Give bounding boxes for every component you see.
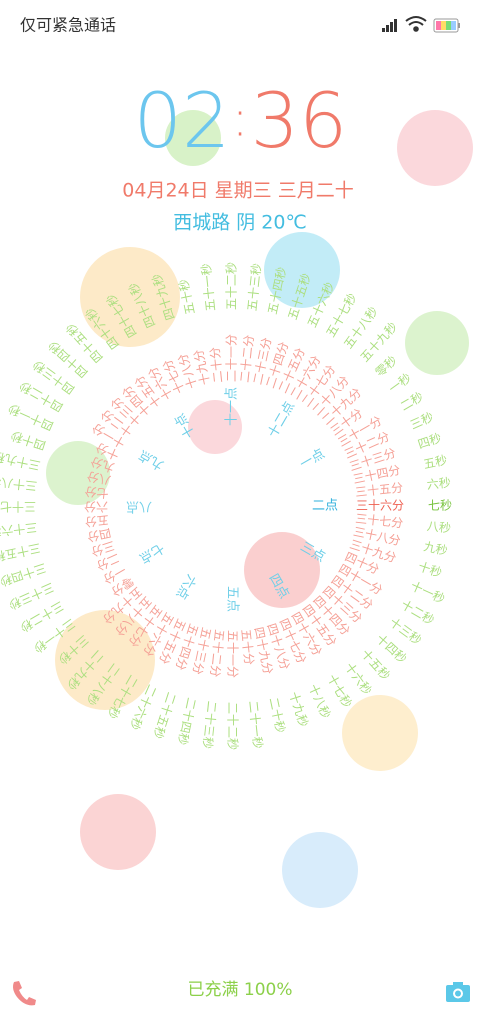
hours-label: 六点 — [172, 572, 198, 602]
bubble — [264, 232, 340, 308]
seconds-label: 二十一秒 — [246, 700, 265, 749]
seconds-label: 二十四秒 — [175, 696, 199, 746]
seconds-label: 二十三秒 — [200, 700, 219, 749]
bubble — [55, 610, 155, 710]
seconds-label: 五十二秒 — [225, 262, 239, 310]
minutes-label: 七分 — [84, 484, 109, 500]
minutes-label: 五分 — [84, 512, 109, 528]
seconds-label: 三十九秒 — [0, 449, 42, 473]
minutes-label: 五十一分 — [226, 630, 240, 678]
bubble — [46, 441, 110, 505]
seconds-label: 四十秒 — [9, 428, 48, 452]
hours-label: 十二点 — [266, 399, 298, 440]
seconds-label: 八秒 — [426, 519, 451, 535]
seconds-label: 三秒 — [408, 410, 436, 433]
minutes-label: 六分 — [84, 500, 108, 514]
seconds-label: 一秒 — [386, 371, 414, 396]
seconds-label: 五十秒 — [176, 278, 197, 316]
wifi-icon — [405, 16, 427, 32]
clock-hours: 02 — [134, 76, 231, 165]
bubble — [342, 695, 418, 771]
seconds-label: 二十秒 — [266, 696, 287, 734]
minutes-label: 八分 — [86, 469, 112, 488]
charging-status: 已充满 100% — [187, 980, 292, 1000]
bubble — [80, 247, 180, 347]
minutes-label: 五十分 — [238, 629, 256, 666]
bubble — [397, 110, 473, 186]
weather: 西城路 阴 20℃ — [173, 212, 307, 234]
seconds-label: 三十八秒 — [0, 474, 38, 493]
hours-label: 七点 — [136, 540, 166, 566]
hours-label: 五点 — [225, 586, 240, 612]
camera-icon[interactable] — [446, 982, 470, 1002]
minutes-label: 三十五分 — [355, 481, 404, 500]
seconds-label: 十八秒 — [306, 682, 333, 721]
signal-icon — [382, 19, 397, 32]
phone-icon[interactable] — [13, 981, 36, 1006]
bubble — [244, 532, 320, 608]
minutes-label: 二十一分 — [225, 334, 239, 382]
seconds-label: 十九秒 — [286, 690, 310, 729]
seconds-label: 五秒 — [422, 453, 448, 472]
bubble — [282, 832, 358, 908]
minutes-label: 五十二分 — [208, 629, 227, 678]
minutes-label: 三十六分 — [356, 499, 404, 513]
status-carrier: 仅可紧急通话 — [20, 16, 116, 35]
seconds-label: 四秒 — [416, 431, 443, 452]
clock-minutes: 36 — [251, 76, 348, 165]
seconds-label: 十秒 — [416, 559, 443, 580]
seconds-label: 二十二秒 — [226, 702, 240, 750]
bubble — [188, 400, 242, 454]
bubble — [165, 110, 221, 166]
hours-label: 九点 — [136, 446, 166, 472]
bubbles — [46, 110, 473, 908]
minutes-label: 四分 — [86, 525, 112, 544]
seconds-label: 九秒 — [422, 539, 448, 558]
hours-label: 八点 — [126, 499, 152, 514]
bubble — [80, 794, 156, 870]
clock-separator: : — [232, 90, 249, 148]
bubble — [405, 311, 469, 375]
seconds-label: 五十三秒 — [245, 263, 264, 312]
seconds-label: 二秒 — [398, 389, 426, 413]
hours-label: 二点 — [312, 499, 338, 514]
battery-icon — [433, 18, 460, 33]
minutes-label: 二十分 — [208, 346, 226, 383]
seconds-label: 三十六秒 — [0, 520, 38, 539]
seconds-label: 七秒 — [428, 499, 452, 513]
minutes-label: 三十七分 — [355, 512, 404, 531]
date: 04月24日 星期三 三月二十 — [122, 180, 353, 202]
seconds-label: 五十一秒 — [199, 263, 218, 312]
seconds-label: 六秒 — [426, 476, 451, 492]
hours-label: 一点 — [298, 446, 328, 472]
hours-label: 十一点 — [225, 387, 240, 426]
seconds-label: 三十七秒 — [0, 500, 36, 514]
seconds-label: 三十五秒 — [0, 540, 42, 564]
minutes-label: 二十二分 — [238, 334, 257, 383]
seconds-label: 零秒 — [373, 353, 400, 379]
